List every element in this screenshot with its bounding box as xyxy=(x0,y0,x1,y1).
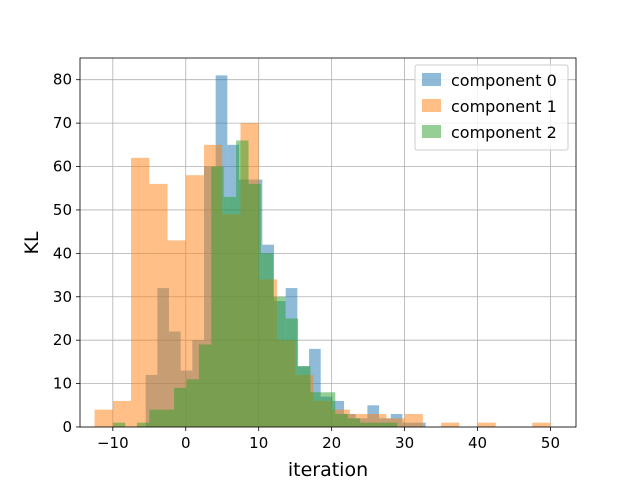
x-tick-label: −10 xyxy=(97,434,129,452)
y-tick-label: 10 xyxy=(53,375,72,393)
histogram-bar xyxy=(248,183,261,427)
histogram-bar xyxy=(236,140,249,427)
legend-swatch xyxy=(422,73,441,86)
histogram-bar xyxy=(372,422,385,427)
histogram-bar xyxy=(532,422,551,427)
histogram-bar xyxy=(94,409,113,427)
histogram-bar xyxy=(347,418,361,427)
legend-box xyxy=(414,64,569,151)
y-tick-label: 0 xyxy=(62,418,72,436)
histogram-bar xyxy=(149,183,168,427)
legend-label: component 0 xyxy=(451,71,557,90)
histogram-bar xyxy=(298,366,311,427)
legend-label: component 2 xyxy=(451,123,557,142)
histogram-bar xyxy=(112,400,132,427)
y-tick-label: 70 xyxy=(53,114,72,132)
histogram-bar xyxy=(198,344,212,427)
histogram-bar xyxy=(335,413,348,427)
histogram-bar xyxy=(149,409,162,427)
histogram-bar xyxy=(322,392,336,427)
histogram-bar xyxy=(477,422,496,427)
histogram-bar xyxy=(167,240,186,427)
y-tick-label: 80 xyxy=(53,71,72,89)
x-tick-label: 50 xyxy=(541,434,560,452)
histogram-bar xyxy=(309,348,321,427)
y-tick-label: 50 xyxy=(53,201,72,219)
series-component-2 xyxy=(112,140,398,427)
legend-swatch xyxy=(422,99,441,112)
histogram-bar xyxy=(174,387,187,427)
histogram-bar xyxy=(211,166,224,427)
x-tick-label: 30 xyxy=(395,434,414,452)
y-axis-label: KL xyxy=(21,231,43,254)
histogram-bar xyxy=(441,422,460,427)
histogram-bar xyxy=(260,253,274,427)
legend-label: component 1 xyxy=(451,97,557,116)
x-tick-label: 20 xyxy=(322,434,341,452)
histogram-bar xyxy=(360,422,373,427)
x-axis-ticks: −10 0 10 20 30 40 50 xyxy=(97,427,560,452)
histogram-bar xyxy=(131,157,150,428)
legend: component 0 component 1 component 2 xyxy=(414,64,569,151)
histogram-bar xyxy=(273,296,286,427)
histogram-bar xyxy=(404,413,423,427)
histogram-bar xyxy=(310,392,323,427)
y-tick-label: 30 xyxy=(53,288,72,306)
y-tick-label: 40 xyxy=(53,244,72,262)
x-tick-label: 10 xyxy=(249,434,268,452)
bars xyxy=(94,75,551,428)
histogram-bar xyxy=(223,196,237,427)
histogram-bar xyxy=(112,422,126,427)
x-axis-label: iteration xyxy=(288,459,368,480)
x-tick-label: 0 xyxy=(181,434,191,452)
y-axis-ticks: 0 10 20 30 40 50 60 70 80 xyxy=(53,71,80,436)
legend-swatch xyxy=(422,125,441,138)
y-tick-label: 20 xyxy=(53,331,72,349)
x-tick-label: 40 xyxy=(468,434,487,452)
histogram-bar xyxy=(186,379,199,427)
histogram-bar xyxy=(161,409,175,427)
histogram-bar xyxy=(285,318,299,427)
histogram-bar xyxy=(384,422,398,427)
plot-frame xyxy=(79,57,577,428)
histogram-bar xyxy=(136,422,150,427)
y-tick-label: 60 xyxy=(53,158,72,176)
